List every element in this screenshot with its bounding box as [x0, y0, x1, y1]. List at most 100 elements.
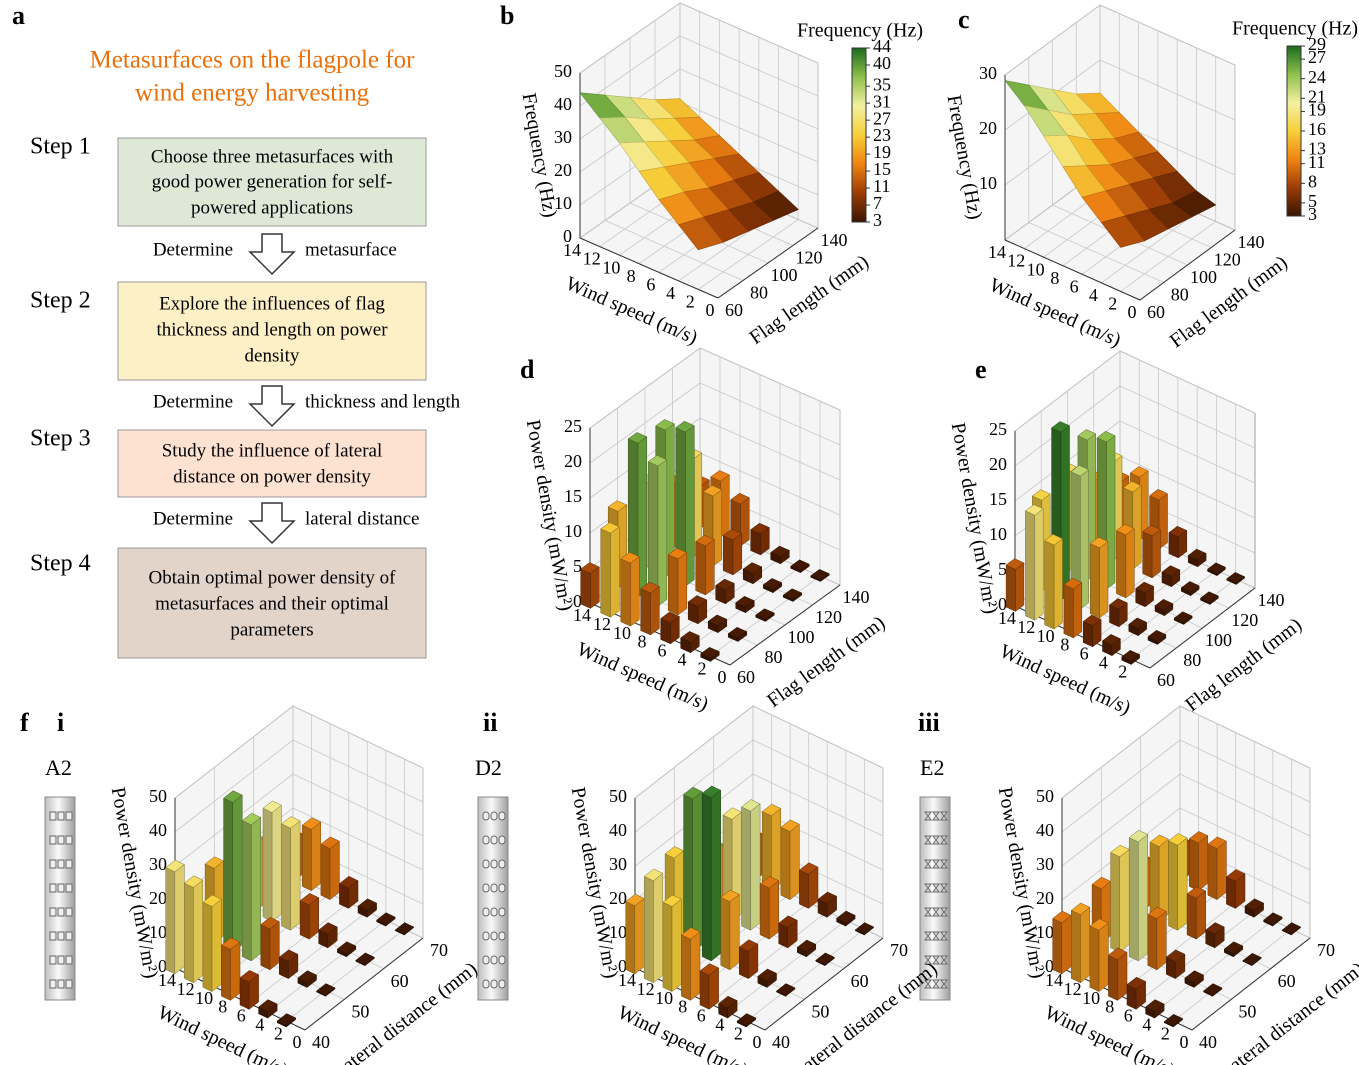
bar [184, 876, 203, 983]
hole [491, 884, 497, 892]
x-tick-label: 4 [1142, 1014, 1151, 1034]
bar-face [1111, 853, 1120, 953]
bar-face [601, 529, 611, 617]
bar [1064, 578, 1082, 638]
hole [50, 908, 56, 916]
sample-label: E2 [920, 755, 944, 780]
hole [66, 812, 72, 820]
bar-face [1138, 835, 1147, 961]
flagpole-image [478, 797, 508, 1000]
hole [499, 884, 505, 892]
bar [166, 860, 185, 974]
hole [50, 884, 56, 892]
bar [203, 895, 222, 992]
z-tick-label: 15 [564, 486, 582, 506]
bar-face [166, 868, 175, 974]
z-tick-label: 30 [149, 854, 167, 874]
x-tick-label: 12 [1017, 617, 1035, 637]
y-tick-label: 100 [771, 265, 798, 285]
bar [1053, 911, 1072, 974]
panel-label: c [958, 5, 970, 34]
step-label: Step 4 [30, 551, 91, 577]
bar [781, 820, 800, 900]
bar-face [302, 825, 311, 891]
bar [641, 582, 660, 635]
bar-face [321, 844, 330, 899]
colorbar-tick-label: 29 [1308, 34, 1326, 54]
step-label: Step 3 [30, 426, 91, 452]
z-tick-label: 0 [563, 226, 572, 246]
bar-face [231, 942, 241, 1000]
bar-face [184, 883, 193, 983]
bar-face [769, 881, 779, 939]
bar-face [621, 559, 631, 626]
z-tick-label: 25 [564, 416, 582, 436]
bar-face [1035, 509, 1043, 620]
colorbar-title: Frequency (Hz) [1232, 18, 1358, 40]
hole [483, 812, 489, 820]
bar [760, 876, 779, 939]
connector-text: Determine [153, 391, 233, 412]
z-axis-title: Power density (mW/m²) [947, 421, 1002, 616]
bar [621, 552, 640, 626]
hole [499, 956, 505, 964]
bar-face [739, 947, 748, 979]
bar [721, 890, 740, 970]
hole [50, 932, 56, 940]
bar-face [742, 807, 751, 930]
x-tick-label: 4 [255, 1014, 264, 1034]
z-tick-label: 20 [989, 454, 1007, 474]
bar [1129, 830, 1148, 961]
colorbar-tick-label: 16 [1308, 119, 1326, 139]
hole [491, 956, 497, 964]
bar [742, 800, 761, 931]
hole [66, 932, 72, 940]
z-tick-label: 40 [149, 820, 167, 840]
panel-label: i [57, 708, 64, 737]
bar [263, 801, 282, 922]
z-tick-label: 30 [1036, 854, 1054, 874]
z-axis-title: Power density (mW/m²) [522, 418, 577, 613]
bar [799, 863, 818, 909]
y-tick-label: 80 [765, 647, 783, 667]
bar-face [261, 925, 270, 970]
flow-title: wind energy harvesting [135, 80, 370, 107]
bar [1083, 615, 1101, 647]
bar-face [706, 540, 715, 595]
bar-face [1189, 839, 1198, 891]
bar [1025, 505, 1043, 621]
x-tick-label: 4 [1099, 652, 1108, 672]
flagpole-image [45, 797, 75, 1000]
bar [1148, 907, 1167, 970]
hole [483, 980, 489, 988]
hole [491, 836, 497, 844]
z-tick-label: 50 [554, 61, 572, 81]
hole [499, 836, 505, 844]
y-tick-label: 120 [796, 248, 823, 268]
step-text: density [245, 345, 300, 366]
bar-face [1045, 541, 1055, 629]
bar [1090, 919, 1109, 992]
x-tick-label: 12 [583, 249, 601, 269]
bar [1045, 534, 1063, 629]
down-arrow [250, 234, 294, 274]
bar [1226, 870, 1245, 909]
z-tick-label: 30 [979, 63, 997, 83]
hole [66, 980, 72, 988]
hole [50, 980, 56, 988]
bar-face [702, 793, 711, 961]
bar-face [1071, 910, 1080, 982]
bar [751, 523, 770, 555]
x-tick-label: 6 [697, 1006, 706, 1026]
hole [50, 836, 56, 844]
bar-face [1006, 565, 1015, 611]
hole [499, 860, 505, 868]
z-axis-title: Power density (mW/m²) [107, 785, 162, 980]
panel-label: iii [918, 708, 940, 737]
z-tick-label: 40 [609, 820, 627, 840]
bar [696, 535, 715, 595]
x-tick-label: 0 [1180, 1032, 1189, 1052]
x-tick-label: 2 [686, 292, 695, 312]
step-text: powered applications [191, 197, 353, 218]
bar [224, 791, 243, 952]
